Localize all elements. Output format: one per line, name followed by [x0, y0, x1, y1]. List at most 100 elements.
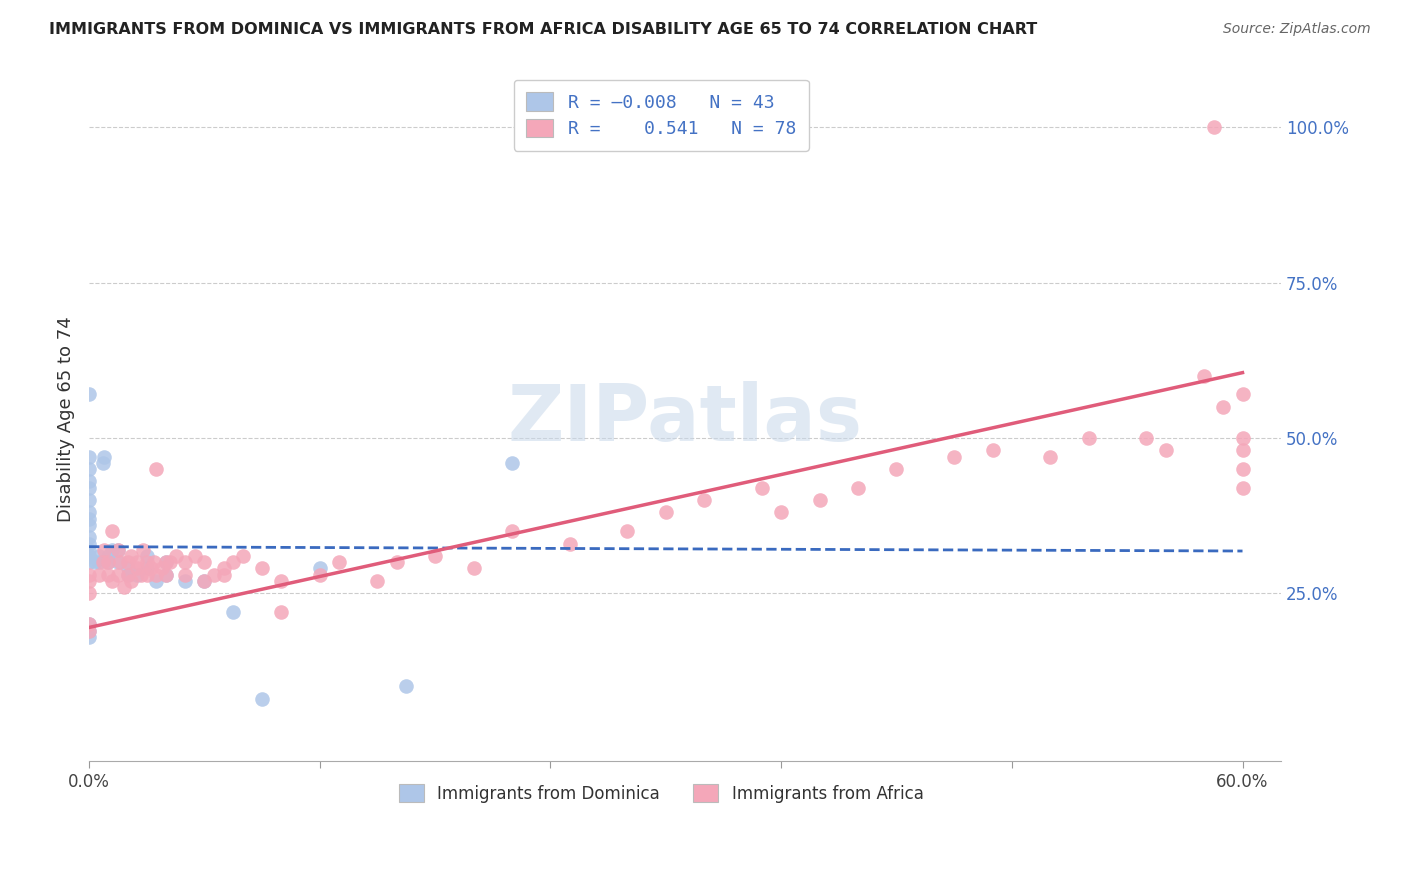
Point	[107, 567, 129, 582]
Point	[1077, 431, 1099, 445]
Point	[77, 517, 100, 532]
Point	[366, 574, 388, 588]
Point	[97, 549, 120, 563]
Point	[1154, 443, 1177, 458]
Point	[174, 567, 197, 582]
Point	[135, 561, 157, 575]
Point	[250, 692, 273, 706]
Point	[943, 450, 966, 464]
Point	[270, 605, 292, 619]
Point	[808, 493, 831, 508]
Point	[127, 555, 149, 569]
Point	[117, 567, 139, 582]
Point	[232, 549, 254, 563]
Point	[77, 630, 100, 644]
Point	[1212, 400, 1234, 414]
Point	[222, 605, 245, 619]
Point	[463, 561, 485, 575]
Point	[184, 549, 207, 563]
Point	[193, 555, 215, 569]
Point	[501, 524, 523, 538]
Point	[97, 555, 120, 569]
Point	[77, 511, 100, 525]
Point	[77, 617, 100, 632]
Point	[101, 542, 124, 557]
Point	[107, 542, 129, 557]
Point	[77, 481, 100, 495]
Point	[77, 567, 100, 582]
Point	[202, 567, 225, 582]
Point	[1192, 368, 1215, 383]
Point	[159, 555, 181, 569]
Point	[77, 462, 100, 476]
Point	[135, 555, 157, 569]
Point	[143, 555, 166, 569]
Point	[751, 481, 773, 495]
Point	[97, 555, 120, 569]
Point	[1232, 431, 1254, 445]
Point	[846, 481, 869, 495]
Point	[77, 450, 100, 464]
Point	[93, 542, 115, 557]
Point	[395, 680, 418, 694]
Point	[91, 456, 114, 470]
Point	[145, 462, 167, 476]
Point	[193, 574, 215, 588]
Text: Source: ZipAtlas.com: Source: ZipAtlas.com	[1223, 22, 1371, 37]
Point	[97, 567, 120, 582]
Point	[155, 567, 177, 582]
Point	[117, 555, 139, 569]
Point	[117, 561, 139, 575]
Point	[77, 549, 100, 563]
Point	[212, 567, 235, 582]
Point	[129, 567, 152, 582]
Point	[77, 555, 100, 569]
Point	[155, 567, 177, 582]
Point	[193, 574, 215, 588]
Point	[501, 456, 523, 470]
Y-axis label: Disability Age 65 to 74: Disability Age 65 to 74	[58, 317, 75, 522]
Point	[150, 561, 173, 575]
Point	[250, 561, 273, 575]
Point	[270, 574, 292, 588]
Point	[77, 549, 100, 563]
Point	[77, 536, 100, 550]
Point	[308, 561, 330, 575]
Point	[83, 555, 105, 569]
Point	[77, 387, 100, 401]
Point	[87, 567, 110, 582]
Point	[87, 549, 110, 563]
Point	[120, 549, 142, 563]
Point	[87, 555, 110, 569]
Point	[770, 506, 793, 520]
Point	[107, 555, 129, 569]
Point	[77, 475, 100, 489]
Point	[222, 555, 245, 569]
Point	[886, 462, 908, 476]
Point	[1232, 443, 1254, 458]
Point	[1232, 462, 1254, 476]
Point	[174, 555, 197, 569]
Point	[1135, 431, 1157, 445]
Point	[385, 555, 408, 569]
Point	[101, 524, 124, 538]
Point	[145, 567, 167, 582]
Point	[108, 555, 131, 569]
Point	[77, 542, 100, 557]
Point	[1232, 387, 1254, 401]
Point	[77, 624, 100, 638]
Point	[91, 555, 114, 569]
Point	[77, 506, 100, 520]
Point	[981, 443, 1004, 458]
Point	[1202, 120, 1225, 135]
Point	[308, 567, 330, 582]
Point	[127, 567, 149, 582]
Point	[135, 567, 157, 582]
Point	[101, 574, 124, 588]
Text: IMMIGRANTS FROM DOMINICA VS IMMIGRANTS FROM AFRICA DISABILITY AGE 65 TO 74 CORRE: IMMIGRANTS FROM DOMINICA VS IMMIGRANTS F…	[49, 22, 1038, 37]
Point	[693, 493, 716, 508]
Point	[132, 542, 155, 557]
Point	[616, 524, 638, 538]
Point	[212, 561, 235, 575]
Point	[165, 549, 187, 563]
